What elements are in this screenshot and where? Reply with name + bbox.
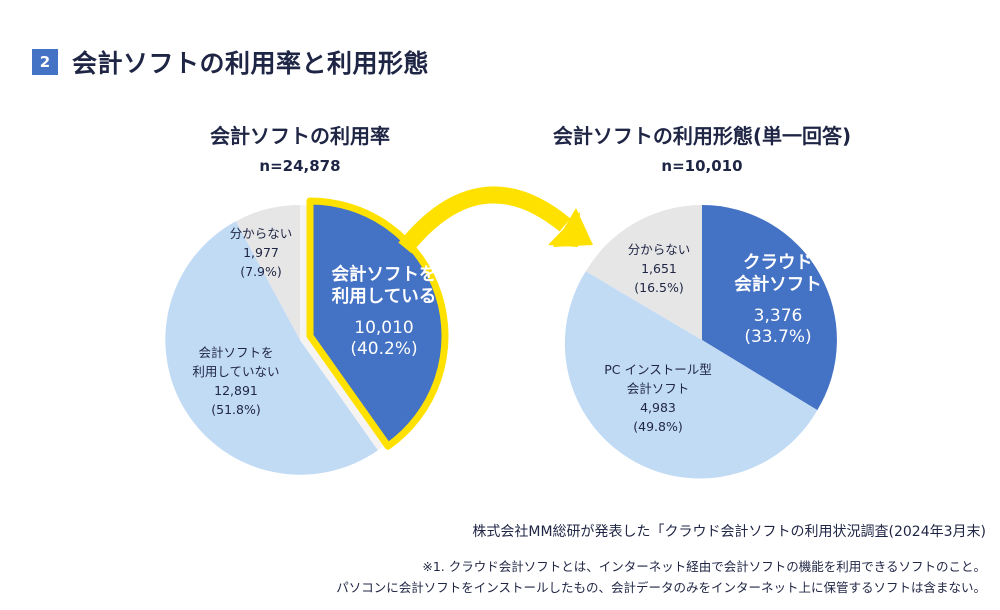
left-label-unknown: 分からない 1,977 (7.9%) xyxy=(229,226,293,279)
left-label-using: 会計ソフトを 利用している 10,010 (40.2%) xyxy=(331,265,437,359)
left-slice-using xyxy=(306,197,449,450)
right-label-cloud: クラウド 会計ソフト 3,376 (33.7%) xyxy=(734,253,822,347)
source-text: 株式会社MM総研が発表した「クラウド会計ソフトの利用状況調査(2024年3月末) xyxy=(472,524,986,540)
left-pie xyxy=(165,197,449,475)
footnote-1: ※1. クラウド会計ソフトとは、インターネット経由で会計ソフトの機能を利用できる… xyxy=(422,559,986,574)
right-chart-n: n=10,010 xyxy=(661,157,743,175)
section-number-badge: 2 xyxy=(32,49,58,75)
right-slice-pc-install xyxy=(564,271,818,479)
curved-arrow-icon xyxy=(398,186,593,254)
section-title: 会計ソフトの利用率と利用形態 xyxy=(72,49,430,78)
left-chart-title: 会計ソフトの利用率 xyxy=(210,124,390,148)
right-label-unknown: 分からない 1,651 (16.5%) xyxy=(627,242,691,295)
left-slice-unknown xyxy=(235,204,300,340)
right-chart-title: 会計ソフトの利用形態(単一回答) xyxy=(552,124,852,148)
right-slice-cloud xyxy=(702,205,837,411)
right-label-pc-install: PC インストール型 会計ソフト 4,983 (49.8%) xyxy=(604,362,712,434)
section-header: 2 会計ソフトの利用率と利用形態 xyxy=(32,44,429,80)
left-label-not-using: 会計ソフトを 利用していない 12,891 (51.8%) xyxy=(192,345,280,417)
right-pie xyxy=(564,205,837,479)
left-chart-n: n=24,878 xyxy=(259,157,341,175)
footnote-2: パソコンに会計ソフトをインストールしたもの、会計データのみをインターネット上に保… xyxy=(336,580,986,595)
right-slice-unknown xyxy=(585,205,702,340)
left-slice-not-using xyxy=(165,221,378,475)
